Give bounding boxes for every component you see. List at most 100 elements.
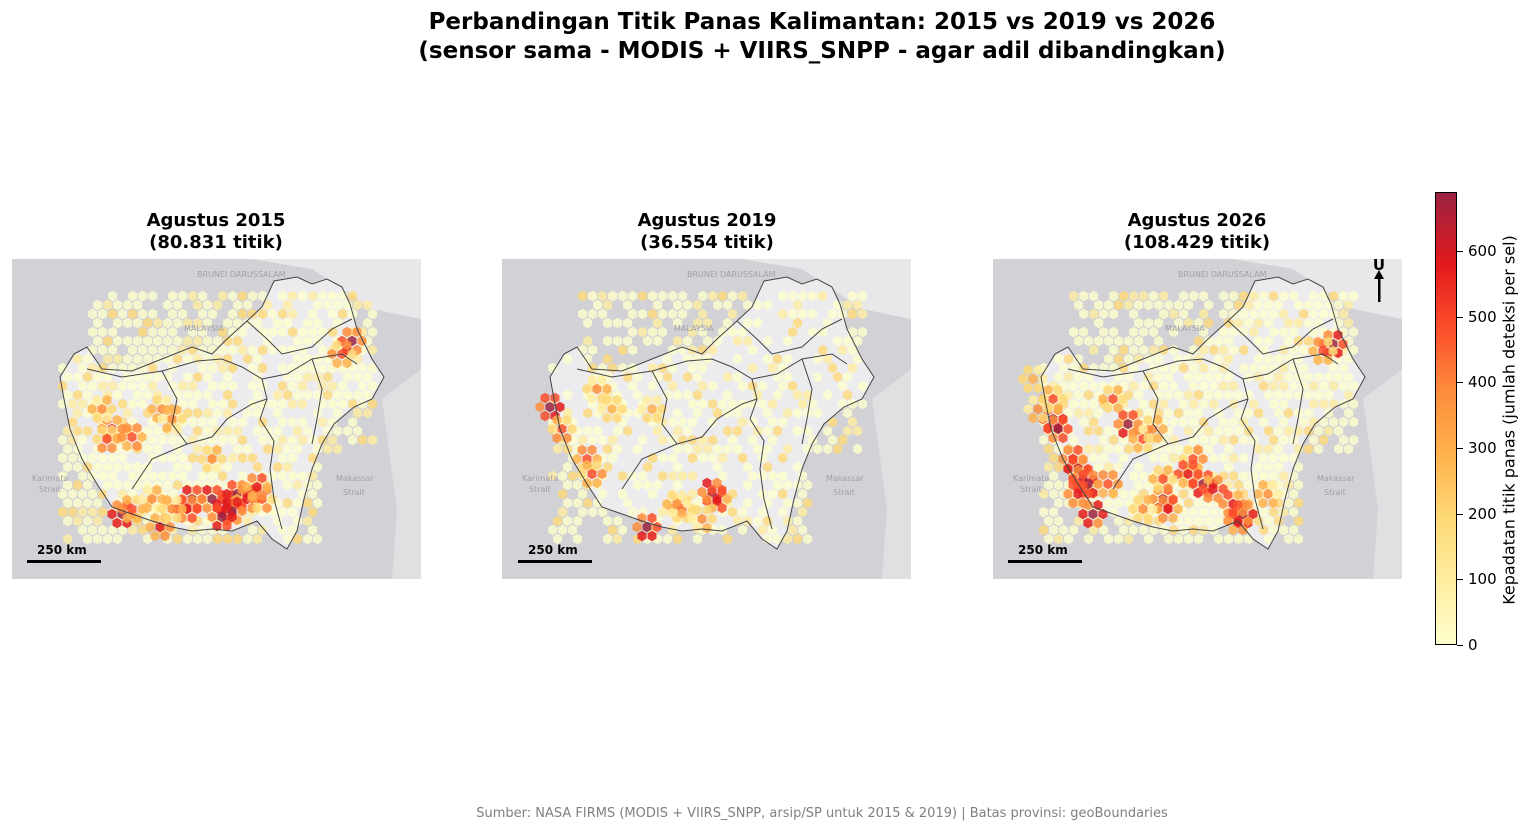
hexbin-cell — [327, 348, 337, 360]
hexbin-cell — [293, 425, 303, 437]
hexbin-cell — [258, 290, 268, 302]
hexbin-cell — [1344, 299, 1354, 311]
hexbin-cell — [313, 317, 323, 329]
hexbin-cell — [163, 479, 173, 491]
hexbin-cell — [693, 443, 703, 455]
hexbin-cell — [648, 290, 658, 302]
hexbin-cell — [293, 479, 303, 491]
hexbin-cell — [653, 479, 663, 491]
hexbin-cell — [88, 488, 98, 500]
province-border — [1142, 370, 1249, 445]
hexbin-cell — [673, 317, 683, 329]
hexbin-cell — [1044, 461, 1054, 473]
hexbin-cell — [1324, 371, 1334, 383]
hexbin-cell — [1074, 515, 1084, 527]
hexbin-cell — [318, 344, 328, 356]
hexbin-cell — [298, 290, 308, 302]
hexbin-cell — [103, 353, 113, 365]
hexbin-cell — [138, 380, 148, 392]
hexbin-cell — [668, 470, 678, 482]
hexbin-cell — [122, 494, 132, 506]
hexbin-cell — [563, 389, 573, 401]
hexbin-cell — [128, 398, 138, 410]
hexbin-cell — [693, 371, 703, 383]
colorbar-tick-label: 500 — [1468, 307, 1497, 326]
hexbin-cell — [733, 443, 743, 455]
hexbin-cell — [78, 398, 88, 410]
hexbin-cell — [773, 353, 783, 365]
hexbin-cell — [653, 299, 663, 311]
hexbin-cell — [1194, 335, 1204, 347]
hexbin-cell — [613, 443, 623, 455]
hexbin-cell — [343, 425, 353, 437]
hexbin-cell — [198, 362, 208, 374]
hexbin-cell — [693, 299, 703, 311]
hexbin-cell — [628, 380, 638, 392]
hexbin-cell — [678, 470, 688, 482]
hexbin-cell — [168, 452, 178, 464]
hexbin-cell — [738, 380, 748, 392]
hexbin-cell — [293, 389, 303, 401]
hexbin-cell — [1259, 506, 1269, 518]
hexbin-cell — [1269, 452, 1279, 464]
hexbin-cell — [613, 515, 623, 527]
hexbin-cell — [223, 389, 233, 401]
hexbin-cell — [128, 308, 138, 320]
hexbin-cell — [1173, 503, 1183, 515]
province-border — [246, 318, 353, 355]
hexbin-cell — [1099, 326, 1109, 338]
province-border — [749, 418, 773, 530]
hexbin-cell — [743, 335, 753, 347]
hexbin-cell — [128, 380, 138, 392]
hexbin-cell — [738, 416, 748, 428]
hexbin-cell — [68, 452, 78, 464]
hexbin-cell — [778, 362, 788, 374]
hexbin-cell — [167, 503, 177, 515]
hexbin-cell — [257, 490, 267, 502]
hexbin-cell — [98, 524, 108, 536]
hexbin-cell — [618, 290, 628, 302]
hexbin-cell — [218, 398, 228, 410]
hexbin-cell — [1143, 512, 1153, 524]
hexbin-cell — [603, 443, 613, 455]
hexbin-cell — [1184, 389, 1194, 401]
scalebar-label-2019: 250 km — [528, 543, 578, 557]
hexbin-cell — [1098, 393, 1108, 405]
hexbin-cell — [713, 443, 723, 455]
hexbin-cell — [1254, 353, 1264, 365]
hexbin-cell — [288, 290, 298, 302]
hexbin-cell — [258, 362, 268, 374]
hexbin-cell — [158, 344, 168, 356]
hexbin-cell — [1319, 380, 1329, 392]
hexbin-cell — [283, 479, 293, 491]
hexbin-cell — [858, 326, 868, 338]
hexbin-cell — [593, 425, 603, 437]
hexbin-cell — [758, 524, 768, 536]
hexbin-cell — [658, 308, 668, 320]
hexbin-cell — [183, 317, 193, 329]
hexbin-cell — [97, 442, 107, 454]
hexbin-cell — [1314, 443, 1324, 455]
hexbin-cell — [1154, 317, 1164, 329]
hexbin-cell — [597, 468, 607, 480]
hexbin-cell — [1274, 353, 1284, 365]
hexbin-cell — [1129, 362, 1139, 374]
hexbin-cell — [1159, 380, 1169, 392]
hexbin-cell — [1089, 344, 1099, 356]
hexbin-cell — [628, 506, 638, 518]
hexbin-cell — [702, 522, 712, 534]
hexbin-cell — [213, 335, 223, 347]
colorbar-tick-label: 100 — [1468, 570, 1497, 589]
hexbin-cell — [132, 422, 142, 434]
hexbin-cell — [1139, 398, 1149, 410]
hexbin-cell — [108, 362, 118, 374]
hexbin-cell — [1159, 344, 1169, 356]
hexbin-cell — [193, 443, 203, 455]
label-malaysia: MALAYSIA — [1165, 324, 1205, 333]
hexbin-cell — [1334, 299, 1344, 311]
hexbin-cell — [83, 515, 93, 527]
hexbin-cell — [1219, 344, 1229, 356]
hexbin-cell — [58, 470, 68, 482]
hexbin-cell — [1258, 479, 1268, 491]
hexbin-cell — [713, 461, 723, 473]
